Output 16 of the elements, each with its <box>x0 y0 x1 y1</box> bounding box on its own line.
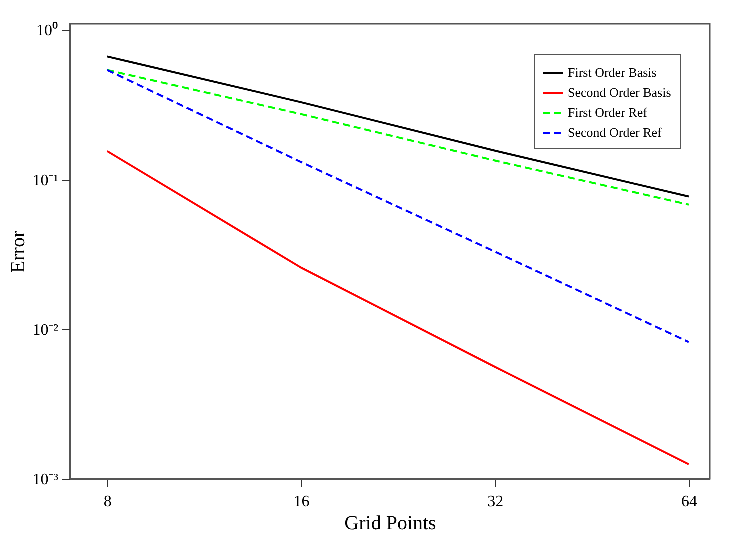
x-tick-label: 8 <box>104 494 112 510</box>
x-tick-label: 16 <box>294 494 310 510</box>
line-series <box>106 69 690 344</box>
x-tick-label: 32 <box>488 494 504 510</box>
legend-label: Second Order Basis <box>568 85 672 100</box>
x-axis-title: Grid Points <box>344 512 437 534</box>
y-tick-label: 10⁻² <box>32 322 59 339</box>
y-tick-label: 10⁻³ <box>32 472 59 488</box>
legend-label: First Order Basis <box>568 65 657 80</box>
legend-label: First Order Ref <box>568 105 648 120</box>
y-tick-label: 10⁰ <box>36 22 58 40</box>
legend-label: Second Order Ref <box>568 125 663 140</box>
x-tick-label: 64 <box>681 494 698 510</box>
line-series <box>106 150 690 466</box>
y-tick-label: 10⁻¹ <box>32 172 59 190</box>
y-axis-title: Error <box>8 230 30 274</box>
